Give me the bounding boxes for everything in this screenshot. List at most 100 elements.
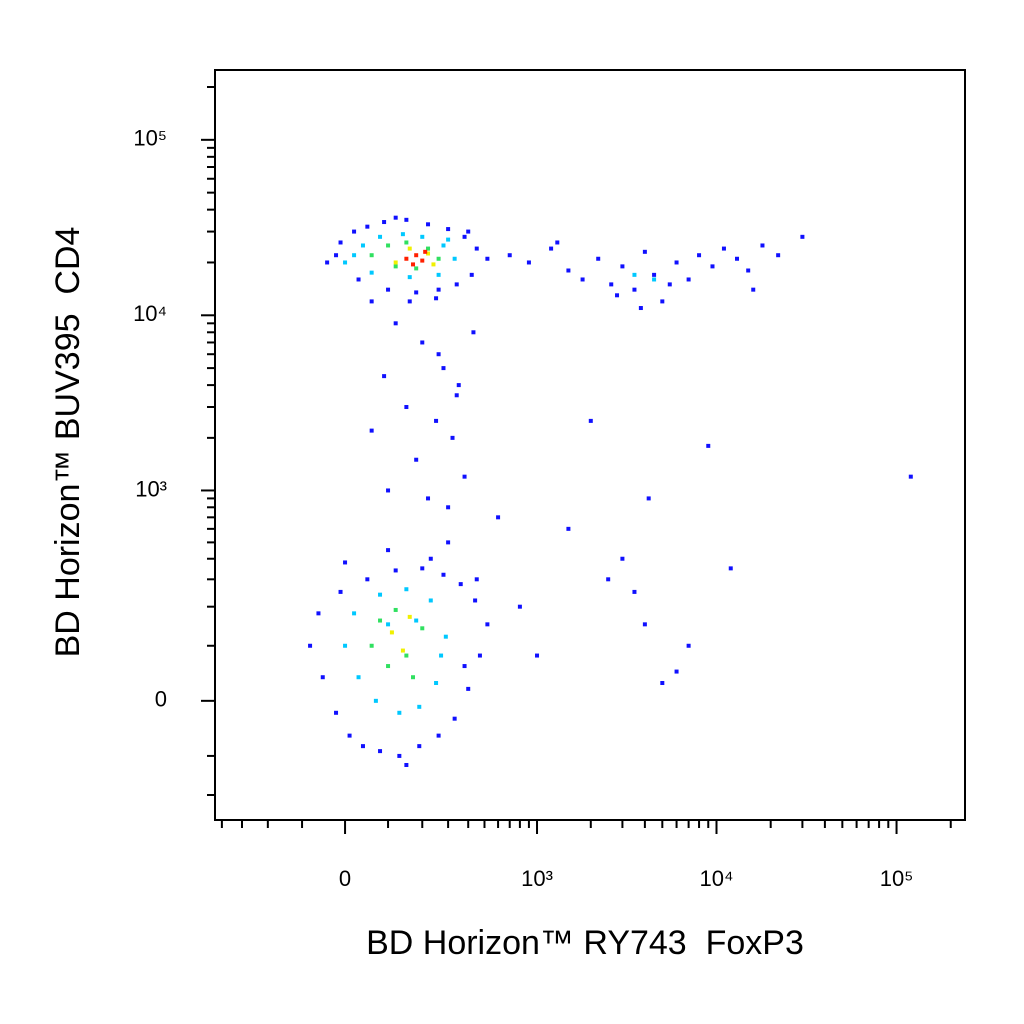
event-dot <box>360 744 365 749</box>
event-dot <box>462 664 467 669</box>
event-dot <box>446 540 451 545</box>
event-dot <box>378 234 383 239</box>
plot-frame <box>214 69 966 821</box>
event-dot <box>443 634 448 639</box>
event-dot <box>454 282 459 287</box>
event-dot <box>404 587 409 592</box>
y-axis-title: BD Horizon™ BUV395 CD4 <box>49 227 87 658</box>
event-dot <box>436 733 441 738</box>
event-dot <box>496 515 501 520</box>
event-dot <box>434 681 439 686</box>
event-dot <box>386 488 391 493</box>
event-dot <box>360 243 365 248</box>
x-tick-label: 10³ <box>521 866 553 891</box>
event-dot <box>642 249 647 254</box>
event-dot <box>423 249 428 254</box>
event-dot <box>454 393 459 398</box>
event-dot <box>646 496 651 501</box>
event-dot <box>434 418 439 423</box>
x-axis-title: BD Horizon™ RY743 FoxP3 <box>366 924 804 962</box>
event-dot <box>404 405 409 410</box>
event-dot <box>462 474 467 479</box>
event-dot <box>414 290 419 295</box>
event-dot <box>420 340 425 345</box>
event-dot <box>343 560 348 565</box>
event-dot <box>706 443 711 448</box>
event-dot <box>407 299 412 304</box>
event-dot <box>431 262 436 267</box>
event-dot <box>426 222 431 227</box>
event-dot <box>365 224 370 229</box>
event-dot <box>393 321 398 326</box>
event-dot <box>386 548 391 553</box>
event-dot <box>414 266 419 271</box>
event-dot <box>414 618 419 623</box>
event-dot <box>507 253 512 258</box>
event-dot <box>420 258 425 263</box>
event-dot <box>352 611 357 616</box>
event-dot <box>393 264 398 269</box>
event-dot <box>466 229 471 234</box>
event-dot <box>369 253 374 258</box>
event-dot <box>404 217 409 222</box>
event-dot <box>458 582 463 587</box>
event-dot <box>908 474 913 479</box>
event-dot <box>566 526 571 531</box>
event-dot <box>393 607 398 612</box>
event-dot <box>369 428 374 433</box>
event-dot <box>721 246 726 251</box>
event-dot <box>697 253 702 258</box>
event-dot <box>426 251 431 256</box>
event-dot <box>535 653 540 658</box>
event-dot <box>606 577 611 582</box>
event-dot <box>426 246 431 251</box>
event-dot <box>660 681 665 686</box>
event-dot <box>471 330 476 335</box>
event-dot <box>436 352 441 357</box>
event-dot <box>417 744 422 749</box>
event-dot <box>386 243 391 248</box>
event-dot <box>347 733 352 738</box>
event-dot <box>474 577 479 582</box>
event-dot <box>452 256 457 261</box>
x-tick-label: 0 <box>339 866 351 891</box>
event-dot <box>485 622 490 627</box>
event-dot <box>400 232 405 237</box>
event-dot <box>308 643 313 648</box>
event-dot <box>386 664 391 669</box>
event-dot <box>397 710 402 715</box>
event-dot <box>369 270 374 275</box>
event-dot <box>373 698 378 703</box>
event-dot <box>428 556 433 561</box>
event-dot <box>638 306 643 311</box>
event-dot <box>356 277 361 282</box>
event-dot <box>609 282 614 287</box>
event-dot <box>555 240 560 245</box>
event-dot <box>365 577 370 582</box>
event-dot <box>420 626 425 631</box>
event-dot <box>674 260 679 265</box>
event-dot <box>338 240 343 245</box>
event-dot <box>334 710 339 715</box>
event-dot <box>441 366 446 371</box>
event-dot <box>596 256 601 261</box>
event-dot <box>474 246 479 251</box>
event-dot <box>728 566 733 571</box>
event-dot <box>356 675 361 680</box>
event-dot <box>686 277 691 282</box>
event-dot <box>760 243 765 248</box>
event-dot <box>632 272 637 277</box>
event-dot <box>378 749 383 754</box>
event-dot <box>686 643 691 648</box>
event-dot <box>800 234 805 239</box>
event-dot <box>517 604 522 609</box>
event-dot <box>446 227 451 232</box>
event-dot <box>411 675 416 680</box>
event-dot <box>426 496 431 501</box>
y-tick-label: 10⁴ <box>133 301 167 326</box>
event-dot <box>446 505 451 510</box>
event-dot <box>369 299 374 304</box>
event-dot <box>473 598 478 603</box>
event-dot <box>404 762 409 767</box>
